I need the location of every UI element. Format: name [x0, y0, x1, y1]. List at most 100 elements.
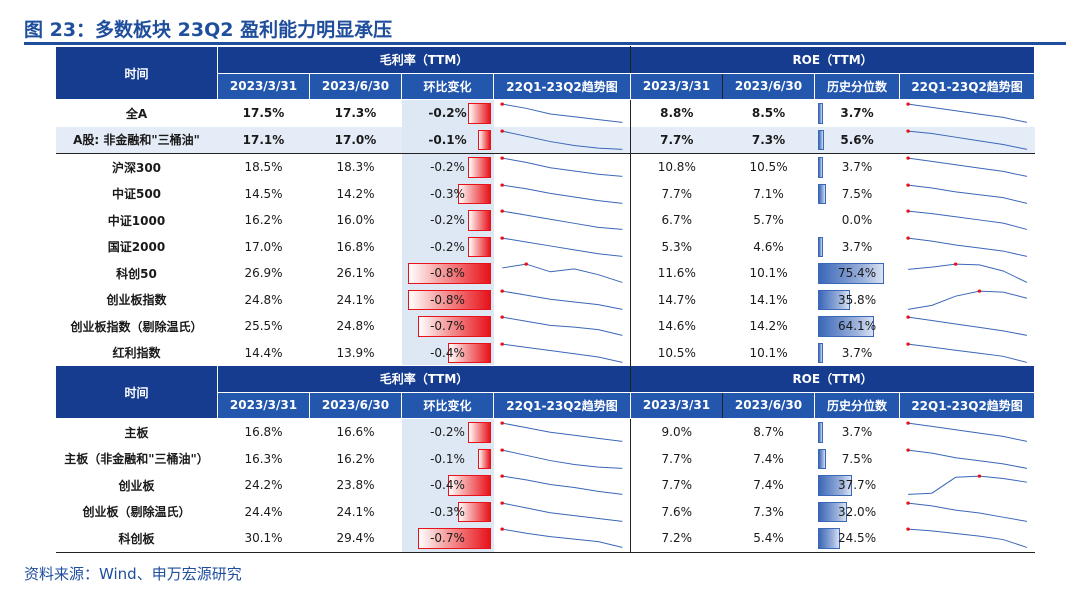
row-name: 红利指数 — [55, 339, 218, 367]
roe-q1: 7.6% — [661, 504, 693, 519]
gross-margin-change: -0.7% — [401, 525, 494, 553]
gross-margin-trend-cell — [493, 233, 632, 260]
row-name: 创业板指数 — [106, 293, 167, 308]
trend-line — [908, 104, 1027, 122]
change-value: -0.2% — [428, 106, 467, 121]
percentile-value: 3.7% — [841, 160, 873, 175]
percentile-bar — [817, 103, 823, 124]
column-header: 2023/6/30 — [309, 72, 402, 100]
trend-line — [502, 503, 622, 521]
gross-margin-trend-cell — [493, 99, 632, 127]
percentile-value: 3.7% — [840, 106, 874, 121]
gross-margin-trend-chart — [499, 447, 631, 473]
roe-percentile: 3.7% — [815, 419, 900, 446]
roe-q1: 7.7% — [661, 186, 693, 201]
roe-trend-cell — [900, 472, 1035, 499]
gross-margin-trend-cell — [493, 153, 632, 181]
roe-q1: 14.7% — [657, 292, 696, 307]
roe-q2: 7.4% — [753, 451, 784, 466]
gross-margin-q1: 30.1% — [217, 525, 310, 553]
percentile-value: 64.1% — [837, 319, 877, 334]
gross-margin-q2: 24.8% — [336, 319, 375, 334]
group-roe: ROE（TTM） — [630, 46, 1036, 74]
gross-margin-trend-chart — [499, 500, 631, 526]
trend-line — [502, 211, 622, 229]
column-header: 2023/3/31 — [217, 72, 310, 100]
gross-margin-q2: 13.9% — [309, 339, 402, 367]
table-row: 创业板指数 24.8% 24.1% -0.8% 14.7% 14.1% 35.8% — [56, 286, 1035, 313]
change-bar — [478, 129, 491, 150]
group-gross-margin: 毛利率（TTM） — [216, 365, 632, 393]
trend-line — [908, 185, 1027, 203]
roe-trend-chart — [900, 262, 1035, 287]
gross-margin-trend-cell — [493, 525, 632, 553]
roe-trend-chart — [905, 209, 1035, 234]
roe-q1: 7.2% — [630, 525, 723, 553]
change-value: -0.8% — [430, 292, 465, 307]
gross-margin-trend-cell — [493, 498, 632, 526]
gross-margin-trend-cell — [493, 126, 632, 154]
gross-margin-trend-chart — [499, 209, 631, 234]
trend-line — [908, 158, 1027, 176]
gross-margin-q1: 17.5% — [242, 106, 285, 121]
trend-line — [908, 264, 1027, 282]
roe-percentile: 75.4% — [815, 260, 900, 287]
trend-line — [908, 476, 1027, 494]
roe-trend-chart — [905, 182, 1035, 208]
trend-line — [502, 264, 622, 282]
trend-peak-point — [905, 341, 910, 346]
change-bar — [468, 422, 491, 443]
roe-trend-chart — [905, 341, 1035, 367]
gross-margin-q2: 23.8% — [336, 478, 375, 493]
gross-margin-q1: 26.9% — [244, 266, 283, 281]
trend-line — [502, 476, 622, 494]
trend-peak-point — [905, 128, 910, 133]
table-row: 创业板 24.2% 23.8% -0.4% 7.7% 7.4% 37.7% — [56, 472, 1035, 499]
change-bar — [448, 342, 491, 363]
gross-margin-change: -0.8% — [401, 260, 494, 287]
change-value: -0.4% — [430, 345, 465, 360]
column-header: 22Q1-23Q2趋势图 — [492, 72, 632, 100]
column-header: 2023/3/31 — [630, 72, 724, 100]
change-bar — [458, 501, 491, 522]
roe-q2: 7.3% — [753, 504, 784, 519]
change-value: -0.1% — [428, 132, 467, 147]
trend-peak-point — [499, 102, 504, 106]
gross-margin-q1: 14.5% — [244, 186, 283, 201]
trend-line — [502, 529, 622, 547]
change-value: -0.7% — [430, 319, 465, 334]
gross-margin-q1: 16.8% — [244, 425, 283, 440]
percentile-bar — [817, 183, 826, 204]
header-group-row: 时间 毛利率（TTM） ROE（TTM） — [55, 46, 1036, 100]
roe-trend-cell — [900, 207, 1035, 234]
trend-peak-point — [905, 447, 910, 452]
percentile-bar — [817, 236, 823, 257]
change-value: -0.2% — [430, 213, 465, 228]
header-group-row: 时间 毛利率（TTM） ROE（TTM） — [55, 365, 1036, 419]
trend-line — [502, 423, 622, 441]
gross-margin-trend-chart — [499, 156, 631, 181]
table-row: 中证500 14.5% 14.2% -0.3% 7.7% 7.1% 7.5% — [56, 180, 1035, 208]
roe-percentile: 3.7% — [815, 100, 900, 127]
profitability-table-boards: 时间 毛利率（TTM） ROE（TTM） 2023/3/31 2023/6/30 环比变化… — [55, 365, 1036, 553]
trend-peak-point — [953, 262, 957, 266]
roe-q1: 10.5% — [630, 339, 723, 367]
roe-q2: 10.1% — [722, 339, 815, 367]
trend-line — [502, 185, 622, 203]
roe-trend-cell — [899, 525, 1035, 553]
column-header: 2023/6/30 — [722, 391, 816, 419]
column-header: 2023/3/31 — [217, 391, 310, 419]
header-col-row: 2023/3/31 2023/6/30 环比变化 22Q1-23Q2趋势图 2023/3… — [56, 391, 1036, 419]
gross-margin-q2: 24.1% — [336, 292, 375, 307]
roe-q2: 10.5% — [749, 160, 788, 175]
roe-q1: 7.7% — [630, 126, 723, 154]
change-bar — [468, 103, 491, 124]
roe-q1: 11.6% — [657, 266, 696, 281]
roe-q2: 4.6% — [753, 239, 784, 254]
trend-peak-point — [523, 262, 528, 266]
trend-peak-point — [499, 341, 504, 346]
change-value: -0.3% — [430, 186, 465, 201]
gross-margin-change: -0.3% — [401, 498, 494, 525]
gross-margin-q2: 16.0% — [336, 213, 375, 228]
percentile-bar — [817, 448, 826, 469]
